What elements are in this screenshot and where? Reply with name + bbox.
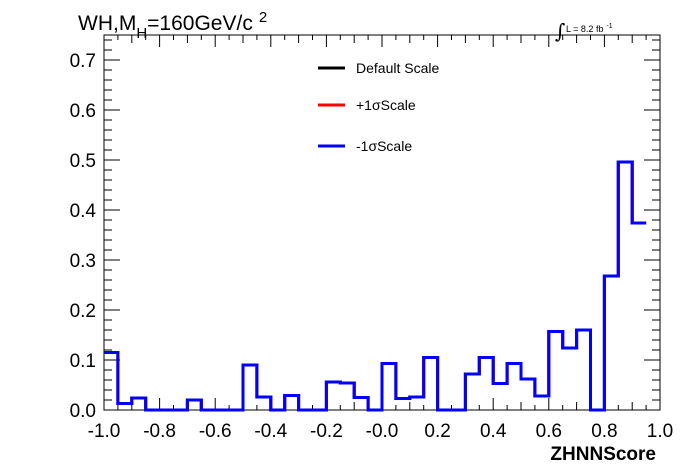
series-line-2 bbox=[104, 160, 647, 412]
x-tick-label: 0.8 bbox=[591, 421, 617, 442]
axis-tick-labels: -1.0 -0.8 -0.6 -0.4 -0.2 -0.0 0.2 0.4 0.6 0.8 1.0 0… bbox=[70, 51, 674, 442]
lumi-label: L = 8.2 fb -1 bbox=[566, 23, 613, 34]
lumi-text: L = 8.2 fb bbox=[566, 24, 603, 34]
plot-frame bbox=[103, 34, 661, 411]
x-tick-label: 0.6 bbox=[536, 421, 562, 442]
series-line-1 bbox=[104, 160, 647, 412]
series-line-0 bbox=[104, 160, 647, 412]
lumi-integral: ∫ bbox=[555, 19, 565, 43]
y-tick-label: 0.2 bbox=[70, 301, 96, 322]
x-tick-label: -0.4 bbox=[254, 421, 287, 442]
axis-ticks bbox=[103, 35, 661, 411]
legend-label-0: Default Scale bbox=[356, 60, 439, 76]
x-axis-label: ZHNNScore bbox=[550, 444, 656, 465]
y-tick-label: 0.4 bbox=[70, 201, 97, 222]
x-tick-label: -0.6 bbox=[199, 421, 232, 442]
y-tick-label: 0.3 bbox=[70, 251, 96, 272]
y-tick-label: 0.0 bbox=[70, 401, 96, 422]
title-superscript: 2 bbox=[259, 9, 267, 26]
y-tick-label: 0.1 bbox=[70, 351, 96, 372]
title-middle: =160GeV/c bbox=[147, 12, 253, 35]
x-tick-label: 1.0 bbox=[647, 421, 673, 442]
y-tick-label: 0.6 bbox=[70, 101, 96, 122]
x-tick-label: -0.0 bbox=[366, 421, 399, 442]
histogram-series bbox=[104, 160, 647, 412]
title-prefix: WH,M bbox=[78, 12, 136, 35]
legend-label-2: -1σScale bbox=[356, 138, 412, 154]
legend-label-1: +1σScale bbox=[356, 97, 416, 113]
x-tick-label: -0.8 bbox=[143, 421, 176, 442]
lumi-superscript: -1 bbox=[606, 23, 612, 30]
x-tick-label: 0.4 bbox=[480, 421, 507, 442]
legend: Default Scale +1σScale -1σScale bbox=[318, 60, 439, 154]
x-tick-label: -1.0 bbox=[88, 421, 121, 442]
x-tick-label: 0.2 bbox=[424, 421, 450, 442]
x-tick-label: -0.2 bbox=[310, 421, 343, 442]
title-subscript: H bbox=[136, 25, 147, 42]
chart-title: WH,MH=160GeV/c 2 bbox=[78, 9, 267, 42]
y-tick-label: 0.5 bbox=[70, 151, 96, 172]
y-tick-label: 0.7 bbox=[70, 51, 96, 72]
